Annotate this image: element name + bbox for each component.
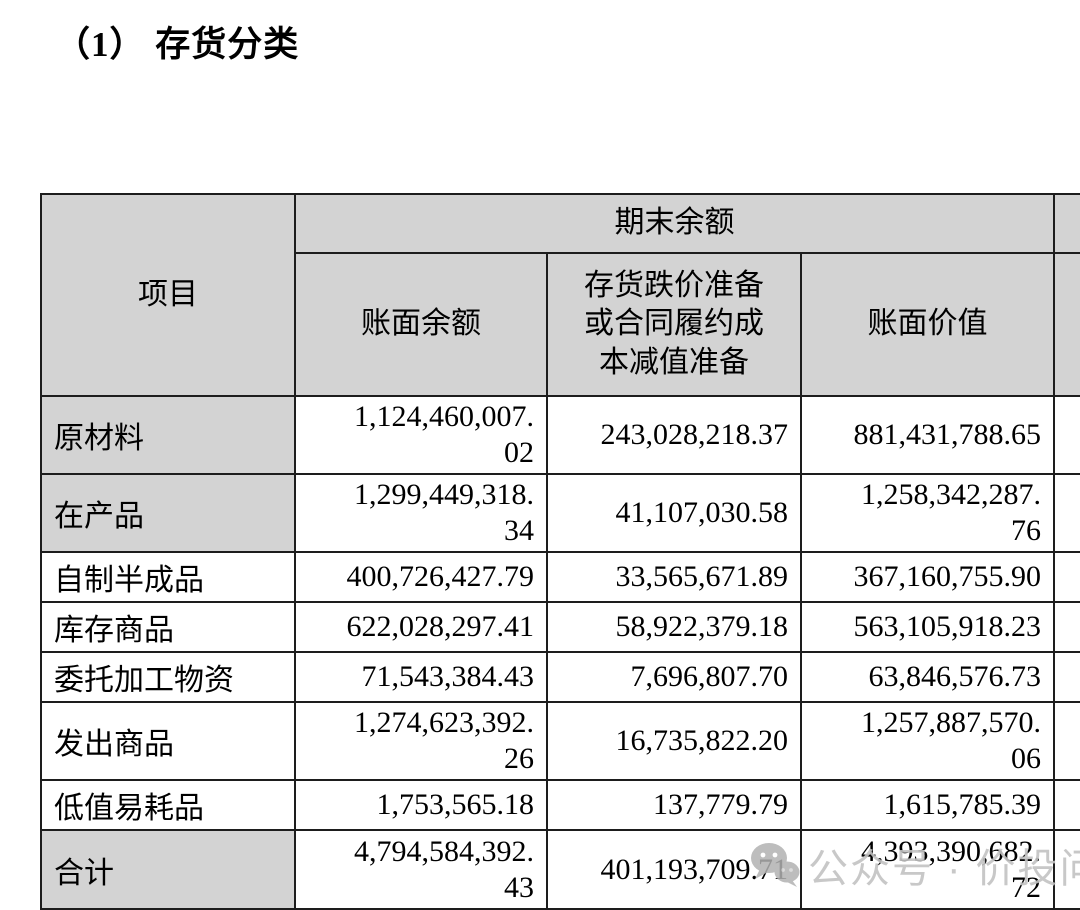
cell-book-balance: 1,124,460,007. 02 (294, 395, 548, 475)
table-row-low-value-consumables: 低值易耗品 1,753,565.18 137,779.79 1,615,785.… (40, 779, 1080, 831)
row-label: 发出商品 (40, 701, 296, 781)
cell-impairment: 401,193,709.71 (546, 829, 802, 910)
row-label: 自制半成品 (40, 551, 296, 603)
cell-cutoff (1053, 779, 1080, 831)
row-label-total: 合计 (40, 829, 296, 910)
col-header-impairment-provision: 存货跌价准备 或合同履约成 本减值准备 (546, 252, 802, 397)
col-header-book-balance: 账面余额 (294, 252, 548, 397)
cell-book-value: 367,160,755.90 (799, 551, 1056, 603)
cell-impairment: 33,565,671.89 (546, 551, 802, 603)
cell-book-value: 881,431,788.65 (799, 395, 1056, 475)
cell-impairment: 137,779.79 (546, 779, 802, 831)
table-row-consigned-materials: 委托加工物资 71,543,384.43 7,696,807.70 63,846… (40, 651, 1080, 703)
row-label: 原材料 (40, 395, 296, 475)
cell-cutoff (1053, 395, 1080, 475)
cell-cutoff (1053, 601, 1080, 653)
cell-cutoff (1053, 473, 1080, 553)
col-header-period-end-balance: 期末余额 (293, 193, 1056, 254)
cell-cutoff (1053, 829, 1080, 910)
cell-book-balance: 1,299,449,318. 34 (294, 473, 548, 553)
page-title: （1） 存货分类 (55, 25, 300, 64)
cell-book-balance: 71,543,384.43 (294, 651, 548, 703)
cell-cutoff (1053, 701, 1080, 781)
cell-book-value: 4,393,390,682. 72 (799, 829, 1056, 910)
inventory-classification-table: 项目 期末余额 账面余额 存货跌价准备 或合同履约成 本减值准备 账面价值 原材… (40, 193, 1080, 910)
col-header-item: 项目 (40, 193, 296, 397)
table-row-goods-shipped: 发出商品 1,274,623,392. 26 16,735,822.20 1,2… (40, 701, 1080, 781)
cell-cutoff (1053, 651, 1080, 703)
cell-book-value: 1,257,887,570. 06 (799, 701, 1056, 781)
table-row-semi-finished: 自制半成品 400,726,427.79 33,565,671.89 367,1… (40, 551, 1080, 603)
col-header-book-value: 账面价值 (799, 252, 1056, 397)
cell-book-value: 563,105,918.23 (799, 601, 1056, 653)
row-label: 低值易耗品 (40, 779, 296, 831)
cell-impairment: 41,107,030.58 (546, 473, 802, 553)
cell-cutoff (1053, 551, 1080, 603)
table-row-raw-materials: 原材料 1,124,460,007. 02 243,028,218.37 881… (40, 395, 1080, 475)
table-row-stock-goods: 库存商品 622,028,297.41 58,922,379.18 563,10… (40, 601, 1080, 653)
col-header-cutoff-sub (1053, 252, 1080, 397)
row-label: 委托加工物资 (40, 651, 296, 703)
table-row-work-in-progress: 在产品 1,299,449,318. 34 41,107,030.58 1,25… (40, 473, 1080, 553)
cell-impairment: 58,922,379.18 (546, 601, 802, 653)
table-row-total: 合计 4,794,584,392. 43 401,193,709.71 4,39… (40, 829, 1080, 910)
cell-impairment: 243,028,218.37 (546, 395, 802, 475)
cell-book-value: 1,615,785.39 (799, 779, 1056, 831)
cell-book-balance: 622,028,297.41 (294, 601, 548, 653)
col-header-cutoff (1053, 193, 1080, 254)
cell-book-balance: 400,726,427.79 (294, 551, 548, 603)
cell-book-value: 1,258,342,287. 76 (799, 473, 1056, 553)
cell-book-balance: 1,274,623,392. 26 (294, 701, 548, 781)
row-label: 库存商品 (40, 601, 296, 653)
cell-impairment: 16,735,822.20 (546, 701, 802, 781)
cell-book-value: 63,846,576.73 (799, 651, 1056, 703)
row-label: 在产品 (40, 473, 296, 553)
cell-impairment: 7,696,807.70 (546, 651, 802, 703)
cell-book-balance: 1,753,565.18 (294, 779, 548, 831)
cell-book-balance: 4,794,584,392. 43 (294, 829, 548, 910)
